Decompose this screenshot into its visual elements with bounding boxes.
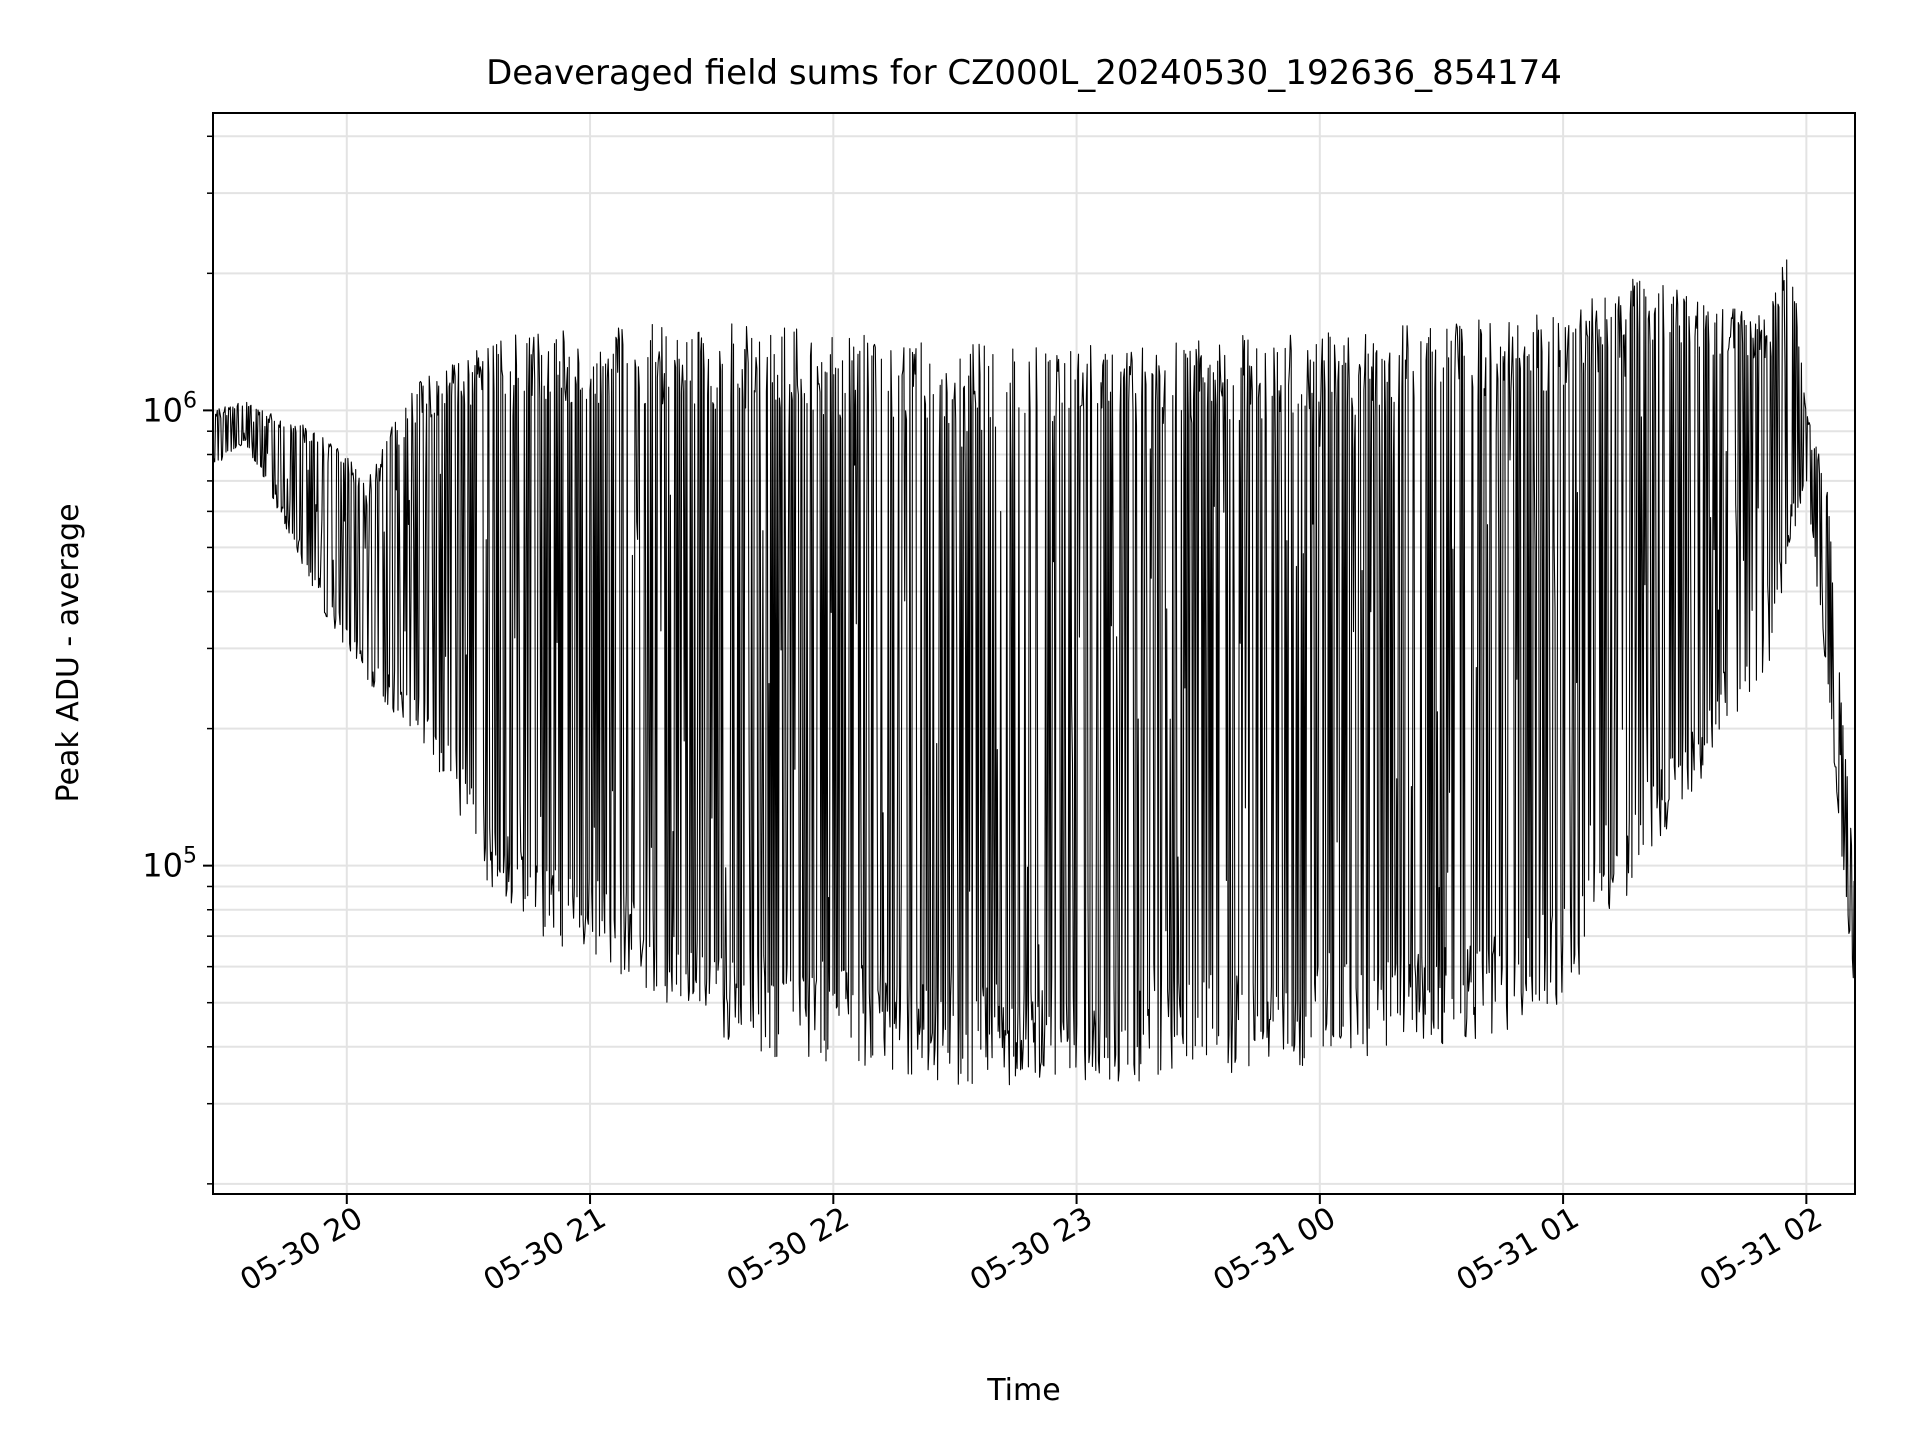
- x-axis-label: Time: [986, 1373, 1060, 1408]
- grid-lines: [213, 113, 1855, 1194]
- y-tick-label: 105: [142, 844, 197, 885]
- y-tick-base: 10: [142, 391, 183, 429]
- y-tick-exponent: 5: [183, 844, 197, 869]
- chart-title: Deaveraged field sums for CZ000L_2024053…: [486, 53, 1562, 93]
- plot-area: [212, 259, 1856, 1086]
- series-line: [212, 259, 1856, 1086]
- axes-frame: [212, 112, 1856, 1195]
- y-tick-exponent: 6: [183, 388, 197, 413]
- y-tick-base: 10: [142, 847, 183, 885]
- y-axis-label: Peak ADU - average: [51, 503, 86, 802]
- y-tick-label: 106: [142, 388, 197, 429]
